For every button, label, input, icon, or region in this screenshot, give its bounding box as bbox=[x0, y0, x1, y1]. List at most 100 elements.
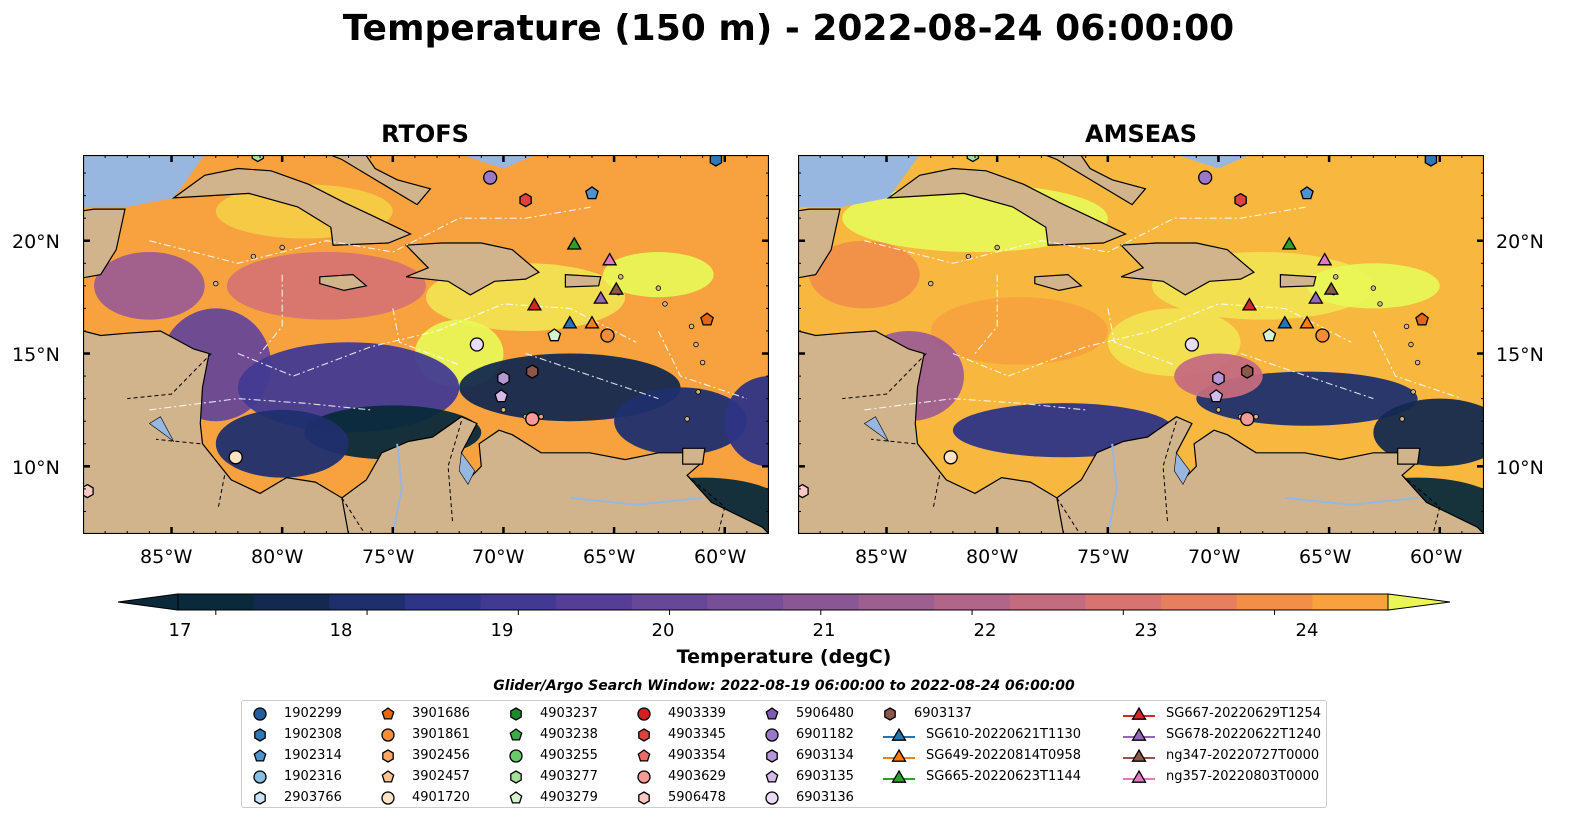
island bbox=[662, 301, 668, 307]
legend-marker-icon bbox=[509, 727, 523, 741]
map-panel-amseas bbox=[798, 155, 1484, 534]
temperature-patch bbox=[724, 376, 769, 467]
legend-item: 4903277 bbox=[508, 766, 598, 787]
lon-label: 85°W bbox=[140, 546, 193, 568]
island bbox=[699, 359, 706, 366]
float-marker bbox=[1315, 328, 1330, 343]
float-marker bbox=[585, 186, 599, 200]
legend-label: 6901182 bbox=[796, 727, 854, 742]
float-marker bbox=[1198, 170, 1213, 185]
legend-item: 3901686 bbox=[380, 703, 470, 724]
float-marker bbox=[1308, 290, 1324, 304]
island bbox=[684, 416, 690, 422]
float-marker bbox=[547, 328, 562, 342]
float-marker bbox=[469, 337, 485, 352]
legend-label: 4901720 bbox=[412, 790, 470, 805]
country-border bbox=[1056, 497, 1081, 534]
country-border bbox=[341, 497, 366, 534]
legend-item: 6903135 bbox=[764, 766, 854, 787]
legend-marker-icon bbox=[509, 790, 523, 804]
colorbar-segment bbox=[783, 594, 860, 610]
eez-boundary bbox=[864, 398, 1086, 411]
legend-label: SG610-20220621T1130 bbox=[926, 727, 1082, 742]
float-marker bbox=[1300, 186, 1314, 200]
legend-marker-icon bbox=[382, 748, 394, 763]
colorbar-segment bbox=[707, 594, 784, 610]
float-marker bbox=[966, 155, 980, 163]
legend-label: 4903255 bbox=[540, 748, 598, 763]
temperature-patch bbox=[930, 297, 1108, 365]
country-border bbox=[686, 474, 726, 534]
river bbox=[1106, 443, 1118, 534]
colorbar-extend-low bbox=[117, 593, 179, 611]
legend-label: SG678-20220622T1240 bbox=[1166, 727, 1322, 742]
float-marker bbox=[1234, 192, 1247, 208]
float-marker bbox=[228, 450, 243, 465]
map-frame bbox=[798, 155, 1484, 534]
legend-label: 4903629 bbox=[668, 769, 726, 784]
float-marker bbox=[700, 312, 714, 326]
legend-label: 3902456 bbox=[412, 748, 470, 763]
island bbox=[965, 253, 972, 260]
float-marker bbox=[1209, 389, 1224, 403]
river bbox=[1284, 496, 1418, 506]
eez-boundary bbox=[864, 206, 1308, 264]
colorbar-tick-label: 21 bbox=[812, 620, 836, 641]
legend-label: 4903237 bbox=[540, 706, 598, 721]
colorbar-segment bbox=[1161, 594, 1238, 610]
float-marker bbox=[1299, 315, 1315, 329]
legend-item: SG665-20220623T1144 bbox=[882, 766, 1081, 787]
lon-label: 70°W bbox=[472, 546, 525, 568]
country-border bbox=[155, 438, 201, 445]
float-marker bbox=[1240, 364, 1254, 379]
legend-label: SG667-20220629T1254 bbox=[1166, 706, 1322, 721]
legend-label: 5906480 bbox=[796, 706, 854, 721]
legend-item: 4903345 bbox=[636, 724, 726, 745]
map-panel-rtofs bbox=[83, 155, 769, 534]
eez-boundary bbox=[952, 303, 1352, 377]
legend-item: 1902308 bbox=[252, 724, 342, 745]
legend-marker-icon bbox=[637, 706, 651, 721]
country-border bbox=[932, 475, 941, 510]
island bbox=[500, 407, 507, 413]
eez-boundary bbox=[237, 303, 637, 377]
temperature-patch bbox=[614, 387, 747, 456]
land-trinidad bbox=[1397, 447, 1421, 465]
legend-marker-icon bbox=[253, 706, 267, 721]
legend-label: SG665-20220623T1144 bbox=[926, 769, 1082, 784]
lat-label: 20°N bbox=[12, 231, 60, 253]
temperature-patch bbox=[215, 409, 349, 478]
legend-label: 4903345 bbox=[668, 727, 726, 742]
legend-label: 6903137 bbox=[914, 706, 972, 721]
eez-boundary bbox=[149, 206, 593, 264]
lon-label: 75°W bbox=[362, 546, 415, 568]
eez-boundary bbox=[525, 352, 659, 400]
legend-marker-icon bbox=[1123, 748, 1155, 762]
float-marker bbox=[562, 315, 578, 329]
legend-label: 6903136 bbox=[796, 790, 854, 805]
land-jamaica bbox=[319, 273, 368, 292]
legend-marker-icon bbox=[381, 790, 395, 805]
lake bbox=[148, 416, 174, 442]
float-marker bbox=[1277, 315, 1293, 329]
legend-item: 3902457 bbox=[380, 766, 470, 787]
legend-label: 6903135 bbox=[796, 769, 854, 784]
colorbar-segment bbox=[178, 594, 255, 610]
island bbox=[213, 280, 219, 287]
float-marker bbox=[1281, 236, 1297, 250]
land-hispaniola bbox=[404, 242, 540, 296]
colorbar-segment bbox=[329, 594, 406, 610]
float-marker bbox=[525, 364, 539, 379]
land-hispaniola bbox=[1119, 242, 1255, 296]
legend-label: 4903339 bbox=[668, 706, 726, 721]
island bbox=[1253, 413, 1259, 420]
legend-label: 1902308 bbox=[284, 727, 342, 742]
legend-marker-icon bbox=[381, 727, 395, 742]
colorbar-label: Temperature (degC) bbox=[676, 646, 892, 668]
legend-item: ng347-20220727T0000 bbox=[1122, 745, 1319, 766]
island bbox=[1333, 274, 1339, 280]
temperature-patch bbox=[809, 240, 920, 309]
float-marker bbox=[519, 192, 532, 208]
legend-item: ng357-20220803T0000 bbox=[1122, 766, 1319, 787]
legend-marker-icon bbox=[510, 769, 522, 784]
